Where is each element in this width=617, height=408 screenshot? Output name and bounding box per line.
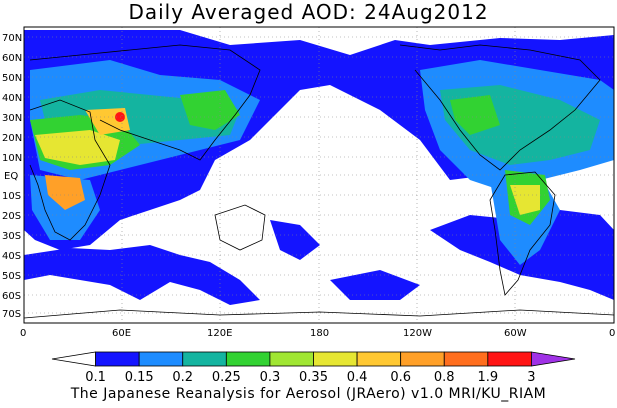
aod-region-asia-green [180,90,240,130]
graticule [24,27,614,323]
colorbar-label: 0.3 [260,370,281,385]
colorbar-label: 0.35 [299,370,328,385]
coastline-australia [214,204,266,251]
lon-label: 60W [504,328,527,339]
lat-label: 20N [2,133,22,144]
aod-region-southern-ocean [330,270,420,300]
lat-label: 70N [2,33,22,44]
coastline-africa [29,99,111,241]
colorbar-swatch [400,351,445,367]
coastlines [24,44,614,319]
colorbar-label: 1.9 [477,370,498,385]
lat-label: 50N [2,73,22,84]
colorbar-swatch [225,351,271,367]
lat-label: 40S [2,251,21,262]
colorbar-label: 0.6 [390,370,411,385]
lon-label: 180 [310,328,329,339]
aod-field [24,30,614,305]
aod-region-namerica-green [450,95,500,135]
colorbar-swatch [443,351,489,367]
colorbar-label: 3 [527,370,535,385]
lat-label: 60N [2,53,22,64]
coastline-south-america [489,171,556,296]
credit-line: The Japanese Reanalysis for Aerosol (JRA… [70,386,547,402]
lon-label: 60E [112,328,131,339]
colorbar-label: 0.15 [125,370,154,385]
colorbar-arrow-low [51,351,96,367]
aod-region-sahara-yellow [35,130,120,165]
lat-label: 50S [2,271,21,282]
lat-label: 30S [2,231,21,242]
lon-label: 120W [403,328,432,339]
aod-region-south-pacific [270,220,320,260]
colorbar-swatch [182,351,227,367]
aod-region-southern-band [24,245,260,305]
map-title: Daily Averaged AOD: 24Aug2012 [128,0,489,24]
colorbar-label: 0.25 [212,370,241,385]
coastline-eurasia [29,44,261,161]
colorbar-arrow-high [531,351,576,367]
colorbar-label: 0.4 [347,370,368,385]
colorbar-swatch [356,351,402,367]
aod-region-samerica-yellow [510,185,540,215]
colorbar-swatch [269,351,314,367]
coastline-north-america [399,44,601,171]
colorbar: 0.1 0.15 0.2 0.25 0.3 0.35 0.4 0.6 0.8 1.9 3 [51,351,576,385]
coastline-antarctica [24,309,614,319]
lon-labels: 0 60E 120E 180 120W 60W 0 [20,328,615,339]
colorbar-swatch [95,351,140,367]
lat-label: 20S [2,211,21,222]
lat-label: 10N [2,153,22,164]
lon-label: 120E [207,328,232,339]
colorbar-swatch [138,351,184,367]
colorbar-label: 0.1 [85,370,106,385]
lon-label: 0 [20,328,26,339]
lat-label: 40N [2,93,22,104]
aod-region-africa-orange [45,175,85,210]
lat-label: 30N [2,113,22,124]
map-frame [23,26,615,324]
colorbar-swatch [313,351,358,367]
colorbar-swatch [487,351,532,367]
lat-label: EQ [4,171,18,182]
lon-label: 0 [609,328,615,339]
lat-label: 70S [2,309,21,320]
lat-label: 10S [2,191,21,202]
lat-labels: 70N 60N 50N 40N 30N 20N 10N EQ 10S 20S 3… [2,33,22,320]
lat-label: 60S [2,291,21,302]
colorbar-label: 0.8 [434,370,455,385]
colorbar-label: 0.2 [172,370,193,385]
